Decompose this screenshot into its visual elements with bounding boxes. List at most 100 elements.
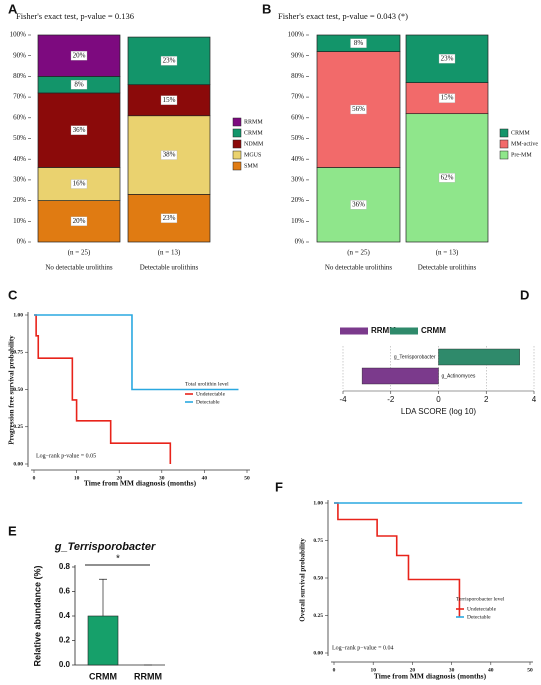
legend-swatch (232, 117, 242, 127)
chart-title: g_Terrisporobacter (54, 541, 156, 553)
label-box (160, 213, 178, 223)
y-tick-label: 0.75 (13, 350, 23, 356)
label-box (350, 38, 367, 48)
y-axis-label: Relative abundance (%) (32, 565, 42, 666)
value-label: 20% (73, 217, 86, 225)
y-tick-label: 1.00 (13, 312, 23, 318)
legend-label: Undetectable (467, 606, 497, 612)
x-tick-label: Detectable urolithins (140, 264, 199, 272)
legend-label: NDMM (244, 141, 264, 147)
y-tick-label: 20% (291, 196, 304, 204)
panel-letter: B (262, 1, 271, 16)
x-tick-label: 0 (333, 667, 336, 673)
legend-label: SMM (244, 163, 259, 169)
x-tick-label: 20 (410, 667, 416, 673)
y-axis-label: Progression free survival probability (8, 335, 16, 445)
value-label: 23% (163, 56, 176, 64)
label-box (438, 54, 456, 64)
legend-swatch (232, 150, 242, 160)
y-tick-label: 80% (291, 72, 304, 80)
x-tick-label: 10 (74, 475, 80, 481)
y-tick-label: 80% (13, 72, 26, 80)
value-label: 8% (74, 80, 84, 88)
bar (87, 615, 119, 666)
legend-title: Total urolithin level (185, 381, 229, 387)
legend-swatch (499, 150, 509, 160)
legend-label: RRMM (244, 119, 263, 125)
annotation: * (116, 554, 120, 565)
x-tick-label: 50 (244, 475, 250, 481)
value-label: 15% (163, 96, 176, 104)
y-tick-label: 0.2 (59, 636, 71, 645)
x-tick-label: 4 (532, 395, 537, 404)
x-tick-label: No detectable urolithins (45, 264, 113, 272)
x-tick-label: 2 (484, 395, 489, 404)
x-tick-label: 30 (159, 475, 165, 481)
legend-label: Detectable (196, 399, 220, 405)
n-label: (n = 13) (436, 249, 459, 257)
y-tick-label: 10% (13, 217, 26, 225)
value-label: 56% (352, 105, 365, 113)
n-label: (n = 25) (68, 249, 91, 257)
x-tick-label: 10 (370, 667, 376, 673)
y-tick-label: 0.0 (59, 660, 71, 669)
y-tick-label: 0% (295, 238, 305, 246)
y-tick-label: 0.8 (59, 562, 71, 571)
value-label: 16% (73, 180, 86, 188)
y-tick-label: 0.25 (313, 613, 323, 619)
x-tick-label: RRMM (134, 671, 162, 681)
label-box (70, 125, 88, 135)
panel-letter: E (8, 523, 17, 538)
value-label: 15% (441, 94, 454, 102)
value-label: 36% (352, 200, 365, 208)
y-tick-label: 0.00 (13, 461, 23, 467)
survival-line (34, 314, 239, 391)
y-tick-label: 50% (13, 134, 26, 142)
x-tick-label: 40 (202, 475, 208, 481)
label-box (350, 200, 367, 210)
label-box (160, 56, 178, 66)
x-tick-label: CRMM (89, 671, 117, 681)
y-tick-label: 70% (13, 93, 26, 101)
value-label: 23% (441, 54, 454, 62)
category-label: g_Terrisporobacter (394, 354, 436, 360)
n-label: (n = 25) (347, 249, 370, 257)
y-tick-label: 60% (13, 113, 26, 121)
y-tick-label: 1.00 (313, 500, 323, 506)
label-box (70, 80, 88, 90)
legend-label: MGUS (244, 152, 261, 158)
label-box (350, 104, 367, 115)
value-label: 8% (354, 39, 364, 47)
label-box (70, 216, 88, 226)
category-label: g_Actinomyces (442, 373, 476, 379)
legend-swatch (499, 128, 509, 138)
legend-label: RRMM (371, 326, 396, 335)
chart-title: Fisher's exact test, p-value = 0.043 (*) (278, 11, 408, 21)
x-tick-label: 0 (436, 395, 441, 404)
x-tick-label: 30 (449, 667, 455, 673)
y-tick-label: 20% (13, 196, 26, 204)
chart-title: Fisher's exact test, p-value = 0.136 (16, 11, 134, 21)
legend-label: CRMM (244, 130, 263, 136)
x-axis-label: Time from MM diagnosis (months) (374, 672, 487, 681)
y-tick-label: 0.6 (59, 587, 71, 596)
y-tick-label: 40% (291, 155, 304, 163)
y-tick-label: 60% (291, 113, 304, 121)
y-tick-label: 70% (291, 93, 304, 101)
x-axis-label: LDA SCORE (log 10) (401, 407, 476, 416)
x-tick-label: No detectable urolithins (325, 264, 393, 272)
legend-title: Terrisporobacter level (456, 596, 505, 602)
y-tick-label: 50% (291, 134, 304, 142)
legend-label: CRMM (421, 326, 446, 335)
legend-label: Pre-MM (511, 152, 532, 158)
value-label: 38% (163, 151, 176, 159)
label-box (438, 93, 456, 103)
y-tick-label: 0.4 (59, 611, 71, 620)
y-tick-label: 40% (13, 155, 26, 163)
panel-letter: F (275, 479, 283, 494)
y-tick-label: 0% (17, 238, 27, 246)
x-tick-label: -2 (387, 395, 395, 404)
value-label: 62% (441, 173, 454, 181)
label-box (160, 95, 178, 105)
x-tick-label: -4 (339, 395, 347, 404)
